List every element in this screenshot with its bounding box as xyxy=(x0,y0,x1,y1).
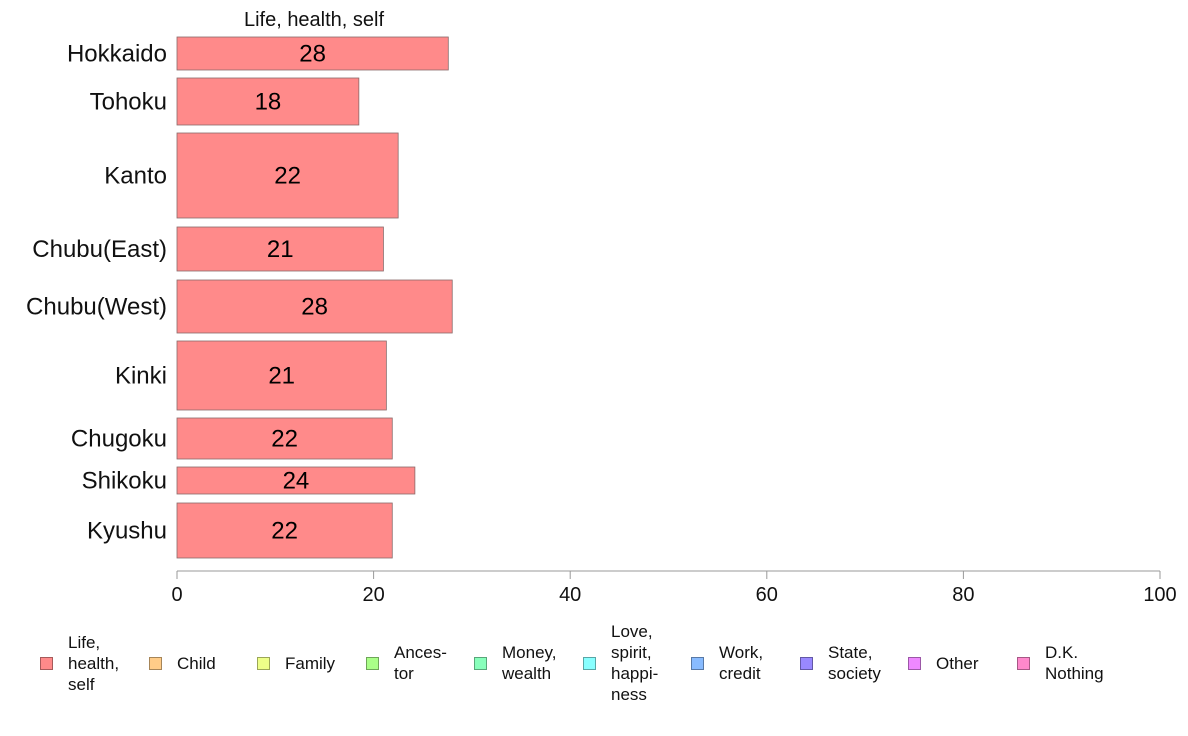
legend-swatch xyxy=(800,656,813,670)
bar-value-label: 18 xyxy=(255,89,282,116)
legend-item: Other xyxy=(908,618,979,708)
bar-value-label: 28 xyxy=(301,294,328,321)
legend-swatch xyxy=(474,656,487,670)
legend-item: State, society xyxy=(800,618,881,708)
legend-item: Love, spirit, happi- ness xyxy=(583,618,658,708)
category-label: Kinki xyxy=(115,363,167,390)
category-label: Shikoku xyxy=(82,468,167,495)
legend-swatch xyxy=(257,656,270,670)
bar xyxy=(176,340,387,411)
x-tick-label: 100 xyxy=(1143,584,1176,606)
x-tick-label: 60 xyxy=(756,584,778,606)
bar-value-label: 22 xyxy=(271,426,298,453)
bar xyxy=(176,417,393,460)
category-label: Hokkaido xyxy=(67,41,167,68)
category-label: Chubu(East) xyxy=(32,236,167,263)
legend-label: Money, wealth xyxy=(502,643,557,683)
category-label: Chubu(West) xyxy=(26,294,167,321)
bar xyxy=(176,226,384,272)
legend-label: D.K. Nothing xyxy=(1045,643,1104,683)
legend-item: Ances- tor xyxy=(366,618,447,708)
category-label: Tohoku xyxy=(90,89,167,116)
legend-label: Love, spirit, happi- ness xyxy=(611,622,659,704)
legend-label: Ances- tor xyxy=(394,643,447,683)
x-tick-label: 0 xyxy=(171,584,182,606)
legend-swatch xyxy=(583,656,596,670)
bar-value-label: 24 xyxy=(283,468,310,495)
legend-item: Child xyxy=(149,618,216,708)
category-label: Chugoku xyxy=(71,426,167,453)
bar-chart: Life, health, self Hokkaido 28 Tohoku 18 Kant… xyxy=(26,9,1177,606)
x-tick-label: 20 xyxy=(362,584,384,606)
category-label: Kanto xyxy=(104,163,167,190)
bar-value-label: 21 xyxy=(268,363,295,390)
legend-label: Other xyxy=(936,653,979,673)
bar xyxy=(176,132,399,219)
legend: Life, health, self Child Family Ances- tor M… xyxy=(0,618,1188,718)
legend-swatch xyxy=(40,656,53,670)
legend-item: Money, wealth xyxy=(474,618,557,708)
bar-value-label: 28 xyxy=(299,41,326,68)
bar xyxy=(176,77,360,126)
legend-label: State, society xyxy=(828,643,881,683)
x-tick-label: 80 xyxy=(952,584,974,606)
bar xyxy=(176,466,416,495)
legend-swatch xyxy=(691,656,704,670)
legend-label: Child xyxy=(177,653,216,673)
legend-item: Family xyxy=(257,618,335,708)
legend-swatch xyxy=(908,656,921,670)
legend-item: Work, credit xyxy=(691,618,763,708)
legend-label: Work, credit xyxy=(719,643,764,683)
bar-value-label: 22 xyxy=(274,163,301,190)
bar xyxy=(176,36,449,71)
category-label: Kyushu xyxy=(87,518,167,545)
bar xyxy=(176,502,393,559)
bar xyxy=(176,279,453,334)
series-title: Life, health, self xyxy=(244,9,385,31)
legend-label: Life, health, self xyxy=(68,632,120,694)
bar-value-label: 22 xyxy=(271,518,298,545)
bar-value-label: 21 xyxy=(267,236,294,263)
legend-label: Family xyxy=(285,653,336,673)
legend-swatch xyxy=(1017,656,1030,670)
legend-item: D.K. Nothing xyxy=(1017,618,1104,708)
x-tick-label: 40 xyxy=(559,584,581,606)
legend-swatch xyxy=(149,656,162,670)
legend-item: Life, health, self xyxy=(40,618,119,708)
legend-swatch xyxy=(366,656,379,670)
